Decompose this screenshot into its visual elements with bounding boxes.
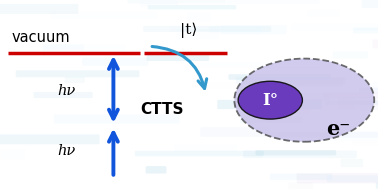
Text: vacuum: vacuum <box>11 30 70 45</box>
FancyBboxPatch shape <box>221 25 287 34</box>
FancyBboxPatch shape <box>39 170 60 178</box>
FancyBboxPatch shape <box>16 70 139 77</box>
FancyBboxPatch shape <box>54 114 180 124</box>
Text: |t⟩: |t⟩ <box>180 22 198 38</box>
FancyBboxPatch shape <box>341 159 363 167</box>
FancyBboxPatch shape <box>362 0 378 8</box>
FancyBboxPatch shape <box>210 26 262 34</box>
Ellipse shape <box>238 81 302 119</box>
FancyBboxPatch shape <box>338 97 378 110</box>
Text: hν: hν <box>57 144 75 158</box>
FancyBboxPatch shape <box>82 1 161 10</box>
FancyArrowPatch shape <box>152 46 207 88</box>
FancyBboxPatch shape <box>143 26 271 32</box>
FancyBboxPatch shape <box>270 174 332 180</box>
FancyBboxPatch shape <box>193 83 272 88</box>
FancyBboxPatch shape <box>82 57 149 66</box>
FancyBboxPatch shape <box>146 166 166 174</box>
FancyBboxPatch shape <box>359 88 378 93</box>
FancyBboxPatch shape <box>254 67 323 72</box>
FancyBboxPatch shape <box>187 12 211 21</box>
FancyBboxPatch shape <box>200 127 269 137</box>
Ellipse shape <box>234 59 374 142</box>
FancyBboxPatch shape <box>313 94 347 101</box>
FancyBboxPatch shape <box>240 116 302 123</box>
FancyBboxPatch shape <box>0 134 100 144</box>
FancyBboxPatch shape <box>372 39 378 48</box>
FancyBboxPatch shape <box>291 24 378 31</box>
FancyBboxPatch shape <box>102 60 210 68</box>
FancyBboxPatch shape <box>353 28 378 33</box>
FancyBboxPatch shape <box>288 182 313 189</box>
FancyBboxPatch shape <box>217 100 322 109</box>
FancyBboxPatch shape <box>200 62 321 67</box>
FancyBboxPatch shape <box>308 10 339 16</box>
FancyBboxPatch shape <box>147 53 209 61</box>
FancyBboxPatch shape <box>280 93 329 105</box>
FancyBboxPatch shape <box>359 101 378 105</box>
FancyBboxPatch shape <box>43 44 84 51</box>
FancyBboxPatch shape <box>140 1 178 7</box>
FancyBboxPatch shape <box>174 144 237 151</box>
FancyBboxPatch shape <box>263 78 343 87</box>
FancyBboxPatch shape <box>74 26 170 33</box>
FancyBboxPatch shape <box>228 74 331 80</box>
FancyBboxPatch shape <box>297 173 378 184</box>
FancyBboxPatch shape <box>34 92 93 98</box>
FancyBboxPatch shape <box>353 141 378 145</box>
FancyBboxPatch shape <box>148 5 236 9</box>
FancyBboxPatch shape <box>177 29 219 39</box>
FancyBboxPatch shape <box>243 151 357 158</box>
FancyBboxPatch shape <box>289 167 359 176</box>
FancyBboxPatch shape <box>133 93 214 102</box>
FancyBboxPatch shape <box>0 149 25 160</box>
FancyBboxPatch shape <box>0 4 78 14</box>
FancyBboxPatch shape <box>157 6 222 13</box>
FancyBboxPatch shape <box>135 151 264 156</box>
Text: CTTS: CTTS <box>140 102 183 117</box>
Text: I°: I° <box>262 92 278 109</box>
FancyBboxPatch shape <box>300 99 354 110</box>
FancyBboxPatch shape <box>227 0 319 4</box>
FancyBboxPatch shape <box>244 107 310 115</box>
FancyBboxPatch shape <box>268 132 378 138</box>
FancyBboxPatch shape <box>247 107 344 116</box>
FancyBboxPatch shape <box>51 12 156 19</box>
FancyBboxPatch shape <box>376 182 378 189</box>
FancyBboxPatch shape <box>65 77 85 83</box>
FancyBboxPatch shape <box>326 101 378 105</box>
Text: hν: hν <box>57 84 75 98</box>
FancyBboxPatch shape <box>323 92 378 98</box>
FancyBboxPatch shape <box>278 132 378 140</box>
FancyBboxPatch shape <box>327 175 378 182</box>
FancyBboxPatch shape <box>198 141 278 148</box>
FancyBboxPatch shape <box>256 82 378 91</box>
FancyBboxPatch shape <box>85 44 126 54</box>
FancyBboxPatch shape <box>333 51 368 58</box>
FancyBboxPatch shape <box>270 118 350 122</box>
FancyBboxPatch shape <box>127 0 226 4</box>
FancyBboxPatch shape <box>256 150 336 155</box>
FancyBboxPatch shape <box>236 77 345 84</box>
Text: e⁻: e⁻ <box>326 119 350 139</box>
FancyBboxPatch shape <box>195 35 263 39</box>
